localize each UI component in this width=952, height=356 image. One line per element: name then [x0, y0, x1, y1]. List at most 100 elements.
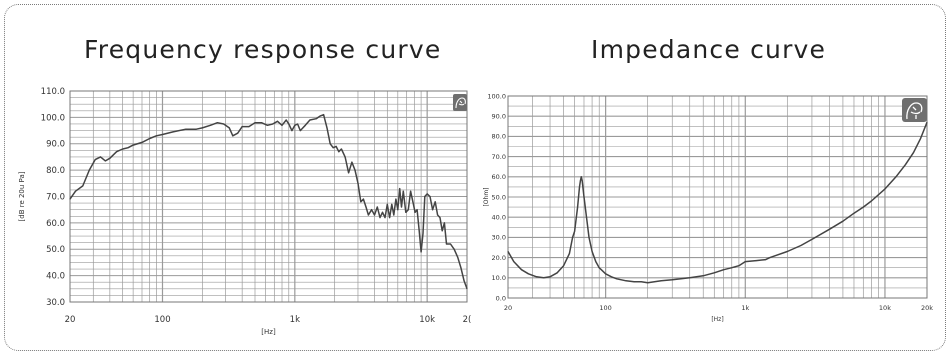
x-tick-label: 20k: [921, 304, 933, 312]
data-point: [591, 251, 593, 252]
data-point: [424, 196, 426, 197]
data-point: [329, 143, 331, 145]
data-point: [463, 280, 465, 282]
data-point: [913, 152, 914, 154]
data-point: [556, 272, 558, 274]
data-point: [713, 272, 715, 274]
data-point: [429, 196, 431, 197]
y-tick-label: 0.0: [496, 294, 506, 302]
data-point: [466, 288, 468, 290]
data-point: [842, 220, 844, 222]
y-tick-label: 60.0: [492, 173, 506, 181]
data-point: [660, 280, 662, 282]
data-point: [155, 135, 157, 137]
data-point: [443, 222, 445, 224]
data-point: [354, 169, 356, 171]
data-point: [299, 130, 301, 132]
data-point: [616, 278, 618, 280]
data-point: [577, 206, 579, 208]
data-point: [543, 277, 545, 279]
data-point: [568, 253, 570, 255]
data-point: [574, 230, 576, 232]
measurement-logo-icon: [453, 94, 467, 111]
data-point: [405, 211, 407, 213]
data-point: [88, 169, 90, 171]
y-tick-label: 30.0: [46, 298, 65, 308]
y-tick-label: 90.0: [46, 140, 65, 150]
data-point: [786, 251, 788, 252]
axes: 0.0 10.0 20.0 30.0 40.0 50.0 60.0 70.0 80.0 90.0 1…: [483, 92, 933, 323]
data-point: [460, 267, 462, 269]
y-axis-label: [Ohm]: [483, 187, 490, 206]
data-point: [420, 251, 422, 253]
x-tick-label: 100: [599, 304, 611, 312]
frequency-response-title: Frequency response curve: [84, 35, 442, 64]
data-point: [744, 261, 746, 263]
y-tick-label: 50.0: [492, 193, 506, 201]
data-point: [605, 273, 607, 275]
data-point: [94, 159, 96, 161]
data-point: [416, 209, 418, 211]
x-tick-label: 10k: [879, 304, 891, 312]
data-point: [367, 214, 369, 216]
x-tick-label: 1k: [741, 304, 749, 312]
y-tick-label: 70.0: [492, 153, 506, 161]
data-point: [399, 188, 401, 190]
data-point: [376, 206, 378, 208]
data-point: [82, 185, 84, 187]
data-point: [185, 128, 187, 130]
data-point: [122, 148, 124, 150]
plot-frame: [507, 95, 928, 299]
data-point: [351, 161, 353, 163]
data-point: [288, 123, 290, 125]
series-line: [69, 113, 468, 290]
data-point: [434, 201, 436, 203]
y-tick-label: 40.0: [492, 213, 506, 221]
data-point: [294, 124, 296, 126]
data-point: [513, 261, 515, 263]
data-point: [563, 265, 565, 267]
figure-frame: [4, 4, 946, 351]
data-point: [132, 144, 134, 146]
data-point: [382, 211, 383, 213]
data-point: [853, 212, 855, 214]
data-point: [904, 164, 906, 166]
data-point: [527, 273, 529, 275]
data-point: [100, 156, 101, 158]
data-point: [625, 280, 627, 282]
data-point: [453, 248, 455, 250]
data-point: [926, 121, 928, 123]
y-tick-label: 20.0: [492, 254, 506, 262]
data-point: [272, 123, 274, 125]
grid: [507, 95, 928, 299]
data-point: [689, 277, 691, 279]
data-point: [401, 206, 402, 208]
data-point: [315, 118, 317, 120]
data-point: [241, 126, 243, 128]
x-tick-label: 20: [65, 315, 76, 325]
data-point: [309, 119, 311, 121]
y-axis-label: [dB re 20u Pa]: [18, 171, 26, 221]
data-point: [862, 206, 864, 208]
data-point: [397, 209, 399, 211]
data-point: [738, 265, 740, 267]
data-point: [800, 245, 802, 246]
data-point: [588, 236, 590, 238]
data-point: [769, 257, 771, 259]
data-point: [348, 172, 350, 174]
frequency-response-chart: 30.0 40.0 50.0 60.0 70.0 80.0 90.0 100.0 110.0 20…: [10, 86, 472, 338]
x-tick-label: 100: [154, 315, 170, 325]
data-point: [285, 119, 287, 121]
data-point: [365, 206, 367, 208]
data-point: [755, 260, 757, 262]
curve: [507, 121, 928, 284]
data-point: [374, 214, 375, 216]
data-point: [422, 232, 424, 234]
data-point: [228, 127, 230, 129]
x-tick-label: 1k: [290, 315, 300, 325]
data-point: [332, 147, 334, 149]
data-point: [195, 128, 197, 130]
x-tick-label: 2(: [463, 315, 472, 325]
data-point: [579, 186, 580, 188]
data-point: [127, 147, 129, 149]
